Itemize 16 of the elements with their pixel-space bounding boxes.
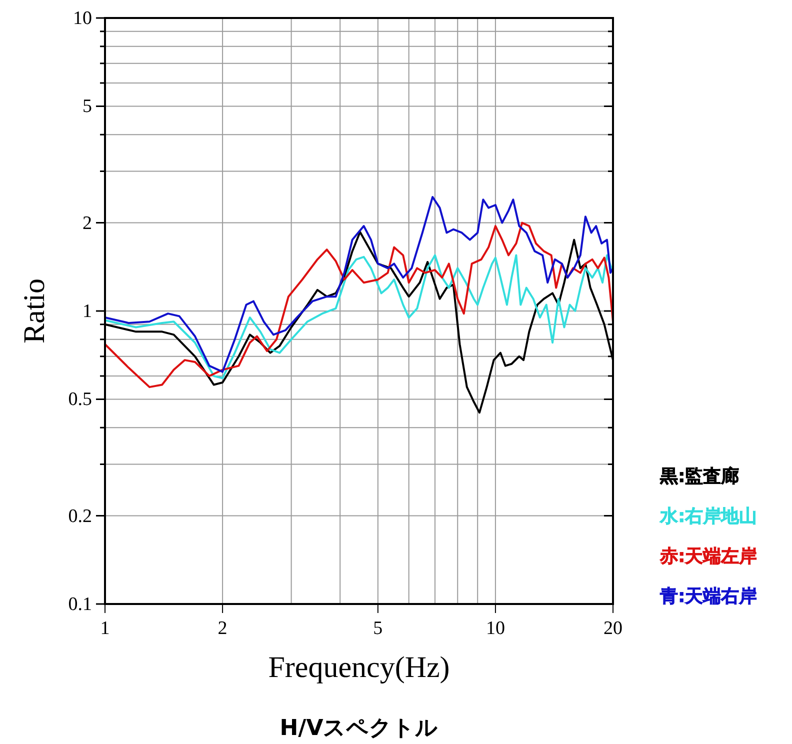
x-tick-label: 10 bbox=[486, 618, 505, 639]
y-tick-label: 5 bbox=[82, 96, 92, 118]
x-axis-title: Frequency(Hz) bbox=[268, 651, 450, 684]
y-axis-title: Ratio bbox=[18, 278, 51, 344]
text: H/Vスペクトル bbox=[280, 716, 438, 741]
x-tick-label: 1 bbox=[100, 618, 110, 639]
x-tick-label: 5 bbox=[373, 618, 383, 639]
y-tick-label: 10 bbox=[73, 8, 92, 29]
y-tick-label: 0.5 bbox=[68, 389, 92, 410]
x-tick-label: 20 bbox=[604, 618, 622, 639]
y-tick-label: 0.1 bbox=[68, 594, 92, 615]
y-tick-label: 1 bbox=[82, 301, 92, 322]
y-tick-label: 0.2 bbox=[68, 506, 92, 527]
y-tick-label: 2 bbox=[82, 212, 92, 234]
legend: 黒:監査廊 水:右岸地山 赤:天端左岸 青:天端右岸 bbox=[660, 466, 758, 607]
x-tick-label: 2 bbox=[218, 618, 228, 639]
